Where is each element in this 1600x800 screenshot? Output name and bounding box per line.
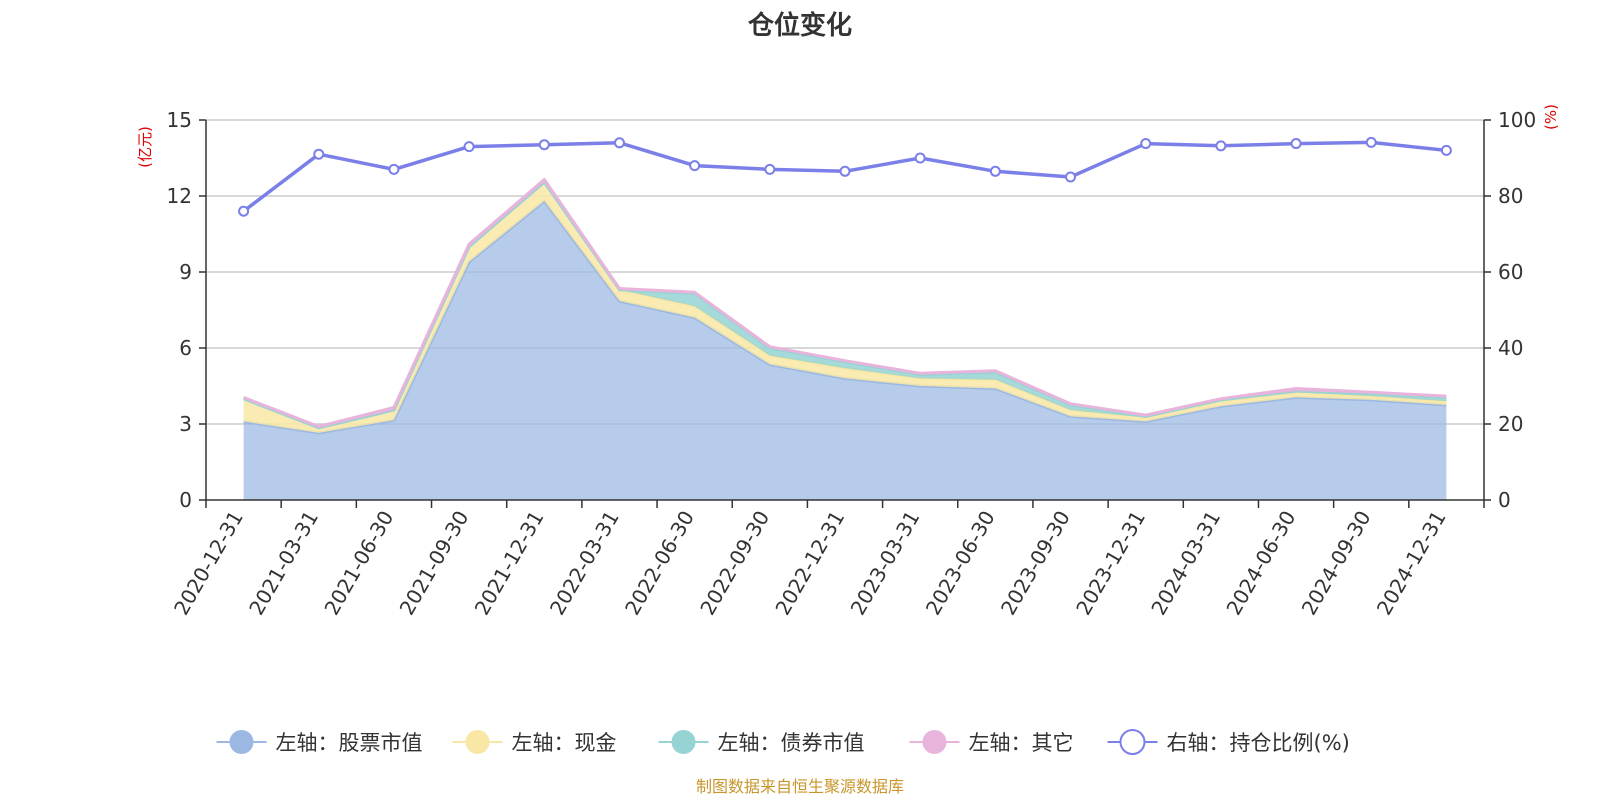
legend-label: 左轴：现金 (512, 731, 617, 755)
right-tick-label: 100 (1498, 108, 1536, 132)
legend-label: 右轴：持仓比例(%) (1167, 731, 1350, 755)
source-note: 制图数据来自恒生聚源数据库 (696, 777, 904, 796)
left-tick-label: 0 (179, 488, 192, 512)
position-ratio-line (238, 136, 1452, 217)
x-tick-label: 2024-03-31 (1146, 507, 1225, 620)
ratio-point (839, 165, 851, 177)
x-tick-label: 2024-09-30 (1297, 507, 1376, 620)
left-axis-unit: (亿元) (136, 126, 154, 168)
ratio-point (238, 205, 250, 217)
legend-marker-circle (465, 730, 490, 754)
left-tick-label: 15 (167, 108, 192, 132)
stacked-areas (243, 178, 1447, 500)
legend-marker-circle (922, 730, 947, 754)
right-tick-label: 40 (1498, 336, 1523, 360)
left-tick-label: 9 (179, 260, 192, 284)
x-tick-label: 2021-03-31 (244, 507, 323, 620)
ratio-point (1290, 138, 1302, 150)
left-tick-label: 6 (179, 336, 192, 360)
right-tick-label: 20 (1498, 412, 1523, 436)
ratio-point (1065, 171, 1077, 183)
chart-title: 仓位变化 (747, 10, 852, 41)
ratio-point (388, 163, 400, 175)
legend-label: 左轴：股票市值 (276, 731, 423, 755)
x-tick-label: 2022-03-31 (545, 507, 624, 620)
legend-label: 左轴：其它 (969, 731, 1074, 755)
ratio-point (313, 148, 325, 160)
ratio-point (1365, 136, 1377, 148)
ratio-point (1215, 140, 1227, 152)
legend-marker-circle (1119, 729, 1146, 755)
x-tick-label: 2024-06-30 (1221, 507, 1300, 620)
x-tick-label: 2021-12-31 (470, 507, 549, 620)
legend-marker-circle (671, 730, 696, 754)
legend-item-2: 左轴：现金 (452, 730, 617, 755)
left-tick-label: 12 (167, 184, 192, 208)
x-tick-label: 2023-09-30 (996, 507, 1075, 620)
ratio-point (1440, 144, 1452, 156)
ratio-point (538, 139, 550, 151)
right-tick-label: 60 (1498, 260, 1523, 284)
area-series-1 (243, 201, 1447, 500)
x-tick-label: 2023-06-30 (921, 507, 1000, 620)
ratio-point (689, 160, 701, 172)
right-axis-unit: (%) (1542, 104, 1560, 130)
legend-marker-circle (229, 730, 254, 754)
right-tick-label: 0 (1498, 488, 1511, 512)
area-line-series-4 (243, 178, 1447, 428)
right-tick-label: 80 (1498, 184, 1523, 208)
legend-item-4: 左轴：其它 (909, 730, 1074, 755)
ratio-point (463, 141, 475, 153)
x-tick-label: 2022-12-31 (770, 507, 849, 620)
ratio-point (764, 163, 776, 175)
x-tick-label: 2022-09-30 (695, 507, 774, 620)
legend: 左轴：股票市值 左轴：现金 左轴：债券市值 左轴：其它 右轴：持仓比例(%) (216, 729, 1350, 755)
ratio-point (914, 152, 926, 164)
x-tick-label: 2022-06-30 (620, 507, 699, 620)
legend-label: 左轴：债券市值 (718, 731, 865, 755)
x-tick-label: 2023-03-31 (846, 507, 925, 620)
ratio-point (989, 165, 1001, 177)
legend-item-3: 左轴：债券市值 (658, 730, 865, 755)
legend-item-1: 左轴：股票市值 (216, 730, 423, 755)
ratio-point (1140, 138, 1152, 150)
x-tick-label: 2021-06-30 (319, 507, 398, 620)
legend-item-5: 右轴：持仓比例(%) (1107, 729, 1350, 755)
x-tick-label: 2024-12-31 (1372, 507, 1451, 620)
x-tick-label: 2023-12-31 (1071, 507, 1150, 620)
left-tick-label: 3 (179, 412, 192, 436)
x-tick-label: 2020-12-31 (169, 507, 248, 620)
ratio-point (613, 137, 625, 149)
x-tick-label: 2021-09-30 (395, 507, 474, 620)
